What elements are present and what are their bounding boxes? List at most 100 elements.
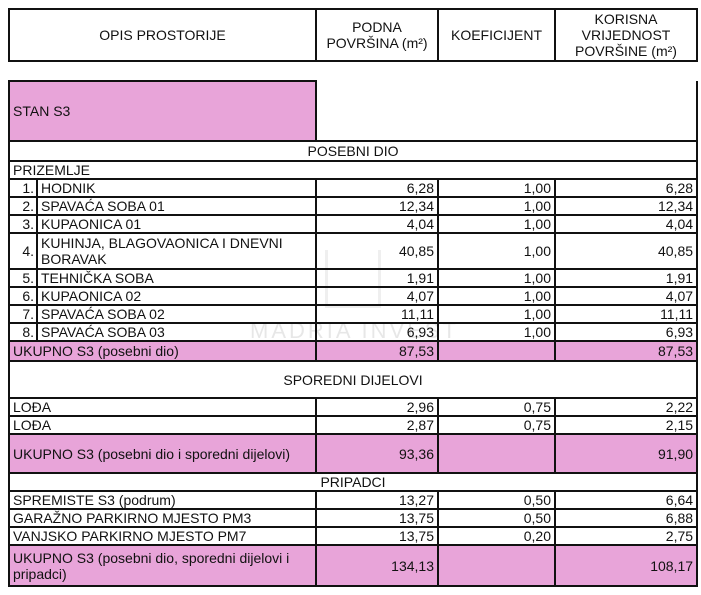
- room-cell-inner: 2. SPAVAĆA SOBA 01: [11, 198, 312, 214]
- useful-area: 2,75: [553, 526, 699, 546]
- useful-area: 4,07: [553, 286, 699, 306]
- table-row: GARAŽNO PARKIRNO MJESTO PM3 13,75 0,50 6,88: [8, 508, 699, 528]
- total-label: UKUPNO S3 (posebni dio i sporedni dijelo…: [8, 433, 317, 474]
- coefficient: 0,75: [437, 397, 556, 417]
- room-cell: 4. KUHINJA, BLAGOVAONICA I DNEVNI BORAVAK: [8, 232, 317, 270]
- table-row: 2. SPAVAĆA SOBA 01 12,34 1,00 12,34: [8, 196, 699, 216]
- section-sporedni-dijelovi: SPOREDNI DIJELOVI: [7, 360, 699, 399]
- coefficient: 1,00: [437, 232, 556, 270]
- room-cell: 2. SPAVAĆA SOBA 01: [8, 196, 317, 216]
- section-row: PRIZEMLJE: [7, 160, 699, 180]
- table-row: 8. SPAVAĆA SOBA 03 6,93 1,00 6,93: [8, 322, 699, 342]
- section-row: POSEBNI DIO: [7, 140, 699, 162]
- header-row: OPIS PROSTORIJE PODNA POVRŠINA (m²) KOEF…: [8, 8, 698, 62]
- table-row: SPREMISTE S3 (podrum) 13,27 0,50 6,64: [8, 490, 699, 510]
- unit-title: STAN S3: [8, 80, 317, 142]
- room-cell-inner: 4. KUHINJA, BLAGOVAONICA I DNEVNI BORAVAK: [11, 235, 312, 267]
- floor-area: 13,75: [315, 508, 439, 528]
- header-description: OPIS PROSTORIJE: [8, 8, 317, 62]
- room-cell: 3. KUPAONICA 01: [8, 214, 317, 234]
- coefficient: 1,00: [437, 214, 556, 234]
- room-cell-inner: 1. HODNIK: [11, 180, 312, 196]
- room-name: SPAVAĆA SOBA 01: [41, 198, 165, 214]
- room-cell: 5. TEHNIČKA SOBA: [8, 268, 317, 288]
- table-row: 5. TEHNIČKA SOBA 1,91 1,00 1,91: [8, 268, 699, 288]
- table-row: 6. KUPAONICA 02 4,07 1,00 4,07: [8, 286, 699, 306]
- room-cell-inner: 7. SPAVAĆA SOBA 02: [11, 306, 312, 322]
- total-coefficient: [437, 433, 556, 474]
- floor-area: 4,07: [315, 286, 439, 306]
- room-cell-inner: 3. KUPAONICA 01: [11, 216, 312, 232]
- coefficient: 0,50: [437, 508, 556, 528]
- useful-area: 6,64: [553, 490, 699, 510]
- room-name: KUPAONICA 02: [41, 288, 142, 304]
- coefficient: 0,75: [437, 415, 556, 435]
- coefficient: 1,00: [437, 196, 556, 216]
- total-useful-area: 91,90: [553, 433, 699, 474]
- useful-area: 6,93: [553, 322, 699, 342]
- floor-area: 2,96: [315, 397, 439, 417]
- room-cell-inner: 5. TEHNIČKA SOBA: [11, 270, 312, 286]
- item-name: VANJSKO PARKIRNO MJESTO PM7: [8, 526, 317, 546]
- total-useful-area: 108,17: [553, 544, 699, 587]
- floor-area: 12,34: [315, 196, 439, 216]
- floor-area: 1,91: [315, 268, 439, 288]
- useful-area: 12,34: [553, 196, 699, 216]
- room-cell: 7. SPAVAĆA SOBA 02: [8, 304, 317, 324]
- total-coefficient: [437, 340, 556, 362]
- room-number: 4.: [11, 235, 38, 267]
- room-name: SPAVAĆA SOBA 02: [41, 306, 165, 322]
- item-name: LOĐA: [8, 397, 317, 417]
- room-number: 8.: [11, 325, 38, 339]
- coefficient: 1,00: [437, 268, 556, 288]
- useful-area: 40,85: [553, 232, 699, 270]
- floor-area: 2,87: [315, 415, 439, 435]
- room-number: 1.: [11, 181, 38, 195]
- room-cell: 6. KUPAONICA 02: [8, 286, 317, 306]
- coefficient: 1,00: [437, 178, 556, 198]
- section-pripadci: PRIPADCI: [7, 472, 699, 492]
- room-number: 2.: [11, 199, 38, 213]
- table-row: 3. KUPAONICA 01 4,04 1,00 4,04: [8, 214, 699, 234]
- total-row: UKUPNO S3 (posebni dio i sporedni dijelo…: [8, 433, 699, 474]
- useful-area: 4,04: [553, 214, 699, 234]
- room-cell: 1. HODNIK: [8, 178, 317, 198]
- header-useful-area: KORISNA VRIJEDNOST POVRŠINE (m²): [554, 8, 698, 62]
- room-name: KUHINJA, BLAGOVAONICA I DNEVNI BORAVAK: [41, 235, 283, 267]
- coefficient: 1,00: [437, 304, 556, 324]
- useful-area: 6,88: [553, 508, 699, 528]
- total-label: UKUPNO S3 (posebni dio, sporedni dijelov…: [8, 544, 317, 587]
- total-row: UKUPNO S3 (posebni dio, sporedni dijelov…: [8, 544, 699, 587]
- total-useful-area: 87,53: [553, 340, 699, 362]
- floor-area: 11,11: [315, 304, 439, 324]
- total-floor-area: 134,13: [315, 544, 439, 587]
- item-name: SPREMISTE S3 (podrum): [8, 490, 317, 510]
- item-name: GARAŽNO PARKIRNO MJESTO PM3: [8, 508, 317, 528]
- floor-area: 6,28: [315, 178, 439, 198]
- floor-area: 4,04: [315, 214, 439, 234]
- total-label: UKUPNO S3 (posebni dio): [8, 340, 317, 362]
- header-floor-area: PODNA POVRŠINA (m²): [315, 8, 439, 62]
- room-cell: 8. SPAVAĆA SOBA 03: [8, 322, 317, 342]
- floor-area: 6,93: [315, 322, 439, 342]
- section-row: SPOREDNI DIJELOVI: [7, 360, 699, 399]
- useful-area: 2,15: [553, 415, 699, 435]
- area-table: STAN S3 POSEBNI DIO PRIZEMLJE 1. HODNIK 6,28 1…: [7, 80, 699, 587]
- section-posebni-dio: POSEBNI DIO: [7, 140, 699, 162]
- total-row: UKUPNO S3 (posebni dio) 87,53 87,53: [8, 340, 699, 362]
- section-row: PRIPADCI: [7, 472, 699, 492]
- total-floor-area: 93,36: [315, 433, 439, 474]
- room-name: HODNIK: [41, 180, 96, 196]
- total-coefficient: [437, 544, 556, 587]
- table-row: 1. HODNIK 6,28 1,00 6,28: [8, 178, 699, 198]
- table-row: 7. SPAVAĆA SOBA 02 11,11 1,00 11,11: [8, 304, 699, 324]
- room-name: KUPAONICA 01: [41, 216, 142, 232]
- coefficient: 0,20: [437, 526, 556, 546]
- room-name: TEHNIČKA SOBA: [41, 270, 154, 286]
- coefficient: 1,00: [437, 322, 556, 342]
- total-floor-area: 87,53: [315, 340, 439, 362]
- header-coefficient: KOEFICIJENT: [437, 8, 556, 62]
- room-name: SPAVAĆA SOBA 03: [41, 324, 165, 340]
- header-table: OPIS PROSTORIJE PODNA POVRŠINA (m²) KOEF…: [8, 8, 698, 62]
- item-name: LOĐA: [8, 415, 317, 435]
